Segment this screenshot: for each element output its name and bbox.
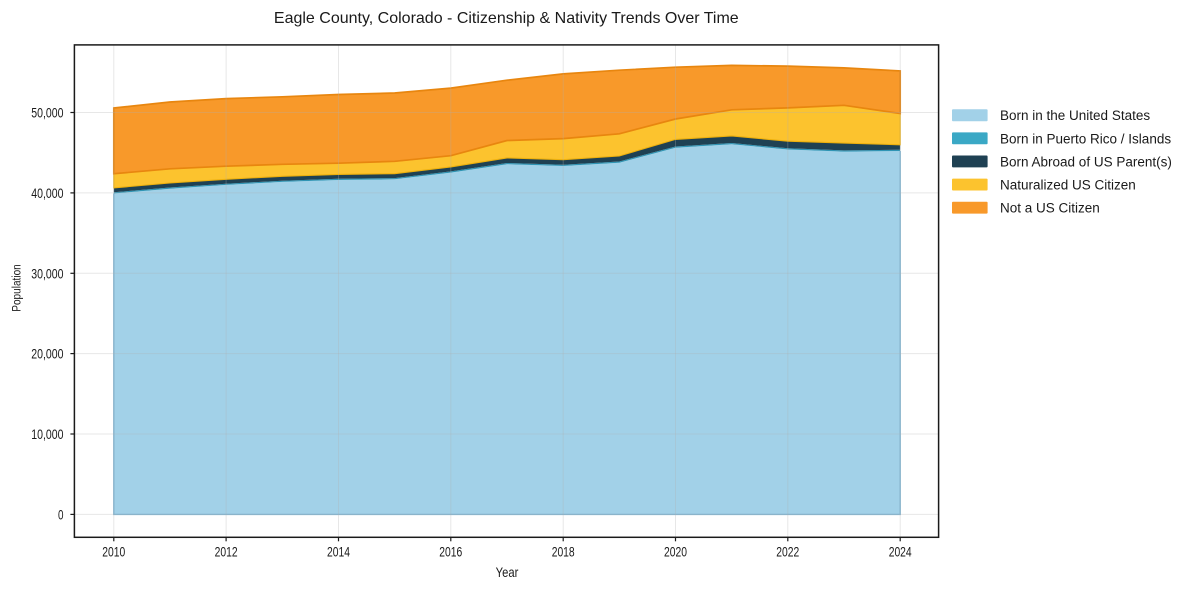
svg-text:2018: 2018: [552, 544, 575, 560]
svg-text:2010: 2010: [102, 544, 125, 560]
svg-text:Born in Puerto Rico / Islands: Born in Puerto Rico / Islands: [1000, 131, 1171, 146]
svg-text:2022: 2022: [776, 544, 799, 560]
svg-text:Born Abroad of US Parent(s): Born Abroad of US Parent(s): [1000, 154, 1172, 169]
svg-text:Population: Population: [12, 264, 24, 312]
svg-text:2024: 2024: [889, 544, 912, 560]
svg-text:40,000: 40,000: [31, 185, 63, 201]
svg-text:Year: Year: [496, 564, 519, 580]
svg-text:2020: 2020: [664, 544, 687, 560]
svg-text:Born in the United States: Born in the United States: [1000, 108, 1150, 123]
svg-text:10,000: 10,000: [31, 426, 63, 442]
svg-text:0: 0: [58, 507, 64, 523]
svg-text:Not a US Citizen: Not a US Citizen: [1000, 201, 1100, 216]
svg-text:2012: 2012: [215, 544, 238, 560]
svg-text:Eagle County, Colorado - Citiz: Eagle County, Colorado - Citizenship & N…: [274, 10, 739, 27]
svg-text:20,000: 20,000: [31, 346, 63, 362]
svg-text:50,000: 50,000: [31, 105, 63, 121]
svg-text:Naturalized US Citizen: Naturalized US Citizen: [1000, 178, 1136, 193]
svg-text:2014: 2014: [327, 544, 350, 560]
svg-text:2016: 2016: [439, 544, 462, 560]
svg-text:30,000: 30,000: [31, 265, 63, 281]
